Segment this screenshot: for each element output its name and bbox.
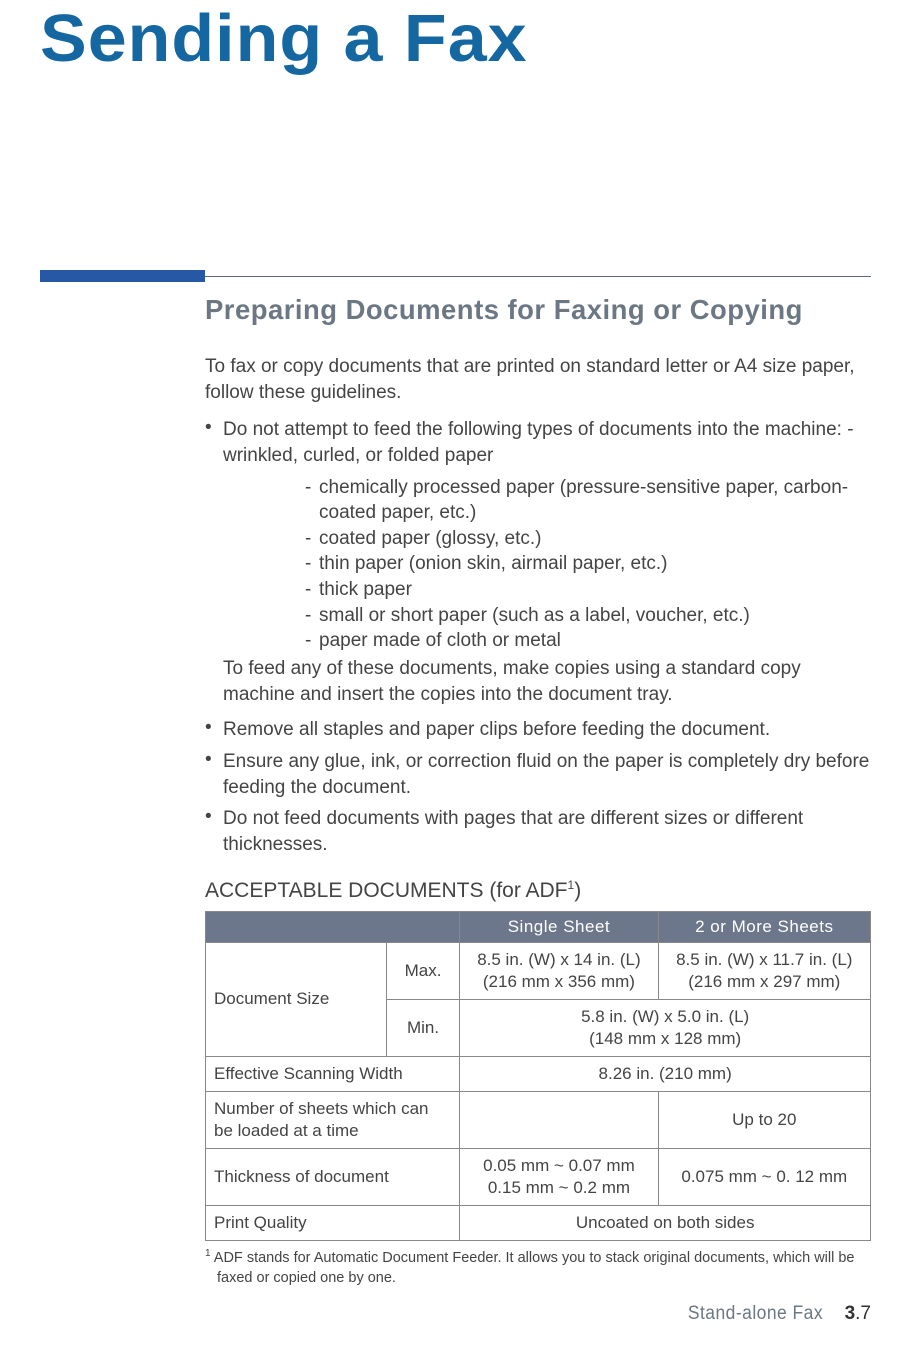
- cell-numsheets-label: Number of sheets which canbe loaded at a…: [206, 1092, 460, 1149]
- cell-thickness-label: Thickness of document: [206, 1149, 460, 1206]
- bullet-item: • Ensure any glue, ink, or correction fl…: [205, 749, 871, 800]
- table-row: Print Quality Uncoated on both sides: [206, 1206, 871, 1241]
- th-multi: 2 or More Sheets: [658, 911, 870, 942]
- th-blank: [206, 911, 460, 942]
- cell-scanwidth-label: Effective Scanning Width: [206, 1056, 460, 1091]
- cell-thickness-multi: 0.075 mm ~ 0. 12 mm: [658, 1149, 870, 1206]
- table-title: ACCEPTABLE DOCUMENTS (for ADF1): [205, 878, 871, 903]
- table-row: Number of sheets which canbe loaded at a…: [206, 1092, 871, 1149]
- divider-rule: [40, 270, 871, 284]
- th-single: Single Sheet: [460, 911, 658, 942]
- intro-paragraph: To fax or copy documents that are printe…: [205, 354, 871, 405]
- bullet-1-lead: Do not attempt to feed the following typ…: [223, 419, 842, 440]
- spec-table: Single Sheet 2 or More Sheets Document S…: [205, 911, 871, 1242]
- cell-scanwidth-val: 8.26 in. (210 mm): [460, 1056, 871, 1091]
- sublist-item: coated paper (glossy, etc.): [319, 526, 541, 552]
- cell-min-both: 5.8 in. (W) x 5.0 in. (L)(148 mm x 128 m…: [460, 999, 871, 1056]
- rule-thin: [205, 276, 871, 284]
- bullet-dot: •: [205, 749, 223, 800]
- sublist-item: paper made of cloth or metal: [319, 628, 561, 654]
- bullet-dot: •: [205, 417, 223, 468]
- footnote-text: ADF stands for Automatic Document Feeder…: [211, 1250, 855, 1286]
- cell-thickness-single: 0.05 mm ~ 0.07 mm0.15 mm ~ 0.2 mm: [460, 1149, 658, 1206]
- cell-min-label: Min.: [386, 999, 460, 1056]
- sublist-item: thin paper (onion skin, airmail paper, e…: [319, 551, 668, 577]
- cell-printq-label: Print Quality: [206, 1206, 460, 1241]
- page-footer: Stand-alone Fax 3.7: [205, 1303, 871, 1325]
- table-row: Document Size Max. 8.5 in. (W) x 14 in. …: [206, 942, 871, 999]
- bullet-text: Do not attempt to feed the following typ…: [223, 417, 871, 468]
- footnote: 1 ADF stands for Automatic Document Feed…: [205, 1247, 871, 1288]
- bullet-item: • Remove all staples and paper clips bef…: [205, 717, 871, 743]
- cell-max-multi: 8.5 in. (W) x 11.7 in. (L)(216 mm x 297 …: [658, 942, 870, 999]
- sublist-item: thick paper: [319, 577, 412, 603]
- cell-printq-val: Uncoated on both sides: [460, 1206, 871, 1241]
- table-header-row: Single Sheet 2 or More Sheets: [206, 911, 871, 942]
- section-heading: Preparing Documents for Faxing or Copyin…: [205, 294, 858, 326]
- chapter-title: Sending a Fax: [40, 0, 871, 76]
- table-title-post: ): [574, 879, 581, 902]
- cell-numsheets-multi: Up to 20: [658, 1092, 870, 1149]
- bullet-text: Do not feed documents with pages that ar…: [223, 806, 871, 857]
- table-row: Effective Scanning Width 8.26 in. (210 m…: [206, 1056, 871, 1091]
- bullet-1-after: To feed any of these documents, make cop…: [223, 656, 871, 707]
- bullet-dot: •: [205, 717, 223, 743]
- bullet-text: Ensure any glue, ink, or correction flui…: [223, 749, 871, 800]
- footer-section: Stand-alone Fax: [688, 1303, 823, 1325]
- table-title-pre: ACCEPTABLE DOCUMENTS (for ADF: [205, 879, 568, 902]
- cell-docsize-label: Document Size: [206, 942, 387, 1056]
- table-row: Thickness of document 0.05 mm ~ 0.07 mm0…: [206, 1149, 871, 1206]
- sublist-item: chemically processed paper (pressure-sen…: [319, 475, 871, 526]
- bullet-text: Remove all staples and paper clips befor…: [223, 717, 770, 743]
- footer-page: 3.7: [845, 1303, 871, 1324]
- rule-thick: [40, 270, 205, 282]
- cell-max-single: 8.5 in. (W) x 14 in. (L)(216 mm x 356 mm…: [460, 942, 658, 999]
- sublist-item: small or short paper (such as a label, v…: [319, 603, 750, 629]
- bullet-item: • Do not attempt to feed the following t…: [205, 417, 871, 468]
- sublist: -chemically processed paper (pressure-se…: [305, 475, 871, 654]
- bullet-item: • Do not feed documents with pages that …: [205, 806, 871, 857]
- cell-numsheets-single: [460, 1092, 658, 1149]
- cell-max-label: Max.: [386, 942, 460, 999]
- bullet-dot: •: [205, 806, 223, 857]
